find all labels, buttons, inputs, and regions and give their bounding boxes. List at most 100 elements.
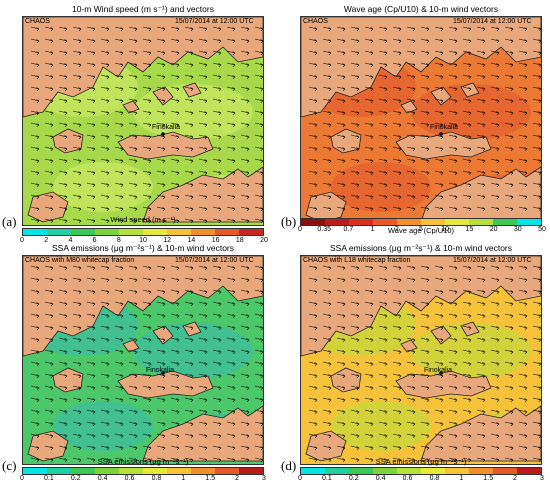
wind-vector [86,110,96,114]
wind-vector-head [468,39,472,44]
wind-vector-head [134,27,138,32]
land-polygon [430,325,452,345]
wind-vector [184,325,194,329]
wind-vector-head [120,290,124,295]
wind-vector [378,457,388,461]
wind-vector [86,313,96,317]
wind-vector-head [120,99,124,104]
wind-vector-head [412,51,416,56]
wind-vector-head [64,207,68,212]
wind-vector-head [120,350,124,355]
wind-vector-head [454,195,458,200]
wind-vector [350,397,360,401]
wind-vector-head [468,338,472,343]
wind-vector [170,158,180,162]
wind-vector [254,26,263,30]
wind-vector-head [524,99,528,104]
wind-vector-head [510,99,514,104]
wind-vector [100,421,110,425]
wind-vector [198,62,208,66]
wind-vector [532,158,541,162]
wind-vector [476,110,486,114]
wind-vector [434,349,444,353]
wind-vector [100,373,110,377]
wind-vector [72,62,82,66]
wind-vector [406,325,416,329]
wind-vector-head [50,422,54,427]
wind-vector-head [190,386,194,391]
wind-vector [420,158,430,162]
wind-vector [322,433,332,437]
wind-vector-head [106,458,110,463]
wind-vector [142,301,152,305]
wind-vector [336,277,346,281]
wind-vector-head [412,446,416,451]
wind-vector [462,265,472,269]
wind-vector-head [176,159,180,164]
colorbar-swatch [397,219,421,225]
wind-vector [114,122,124,126]
wind-vector [504,170,514,174]
wind-vector [240,313,250,317]
wind-vector-head [510,374,514,379]
wind-vector-head [426,374,430,379]
wind-vector [72,361,82,365]
wind-vector-head [370,386,374,391]
wind-vector [322,313,332,317]
wind-vector [448,433,458,437]
wind-vector [350,289,360,293]
wind-vector [322,110,332,114]
wind-vector [44,110,54,114]
wind-vector-head [524,159,528,164]
wind-vector-head [232,314,236,319]
wind-vector [322,361,332,365]
wind-vector [226,337,236,341]
wind-vector-head [412,434,416,439]
wind-vector [462,98,472,102]
wind-vector-head [482,63,486,68]
wind-vector [336,289,346,293]
wind-vector-head [412,326,416,331]
wind-vector [532,421,541,425]
wind-vector-head [190,39,194,44]
wind-vector-head [36,27,40,32]
wind-vector-head [260,63,263,68]
wind-vector-head [232,302,236,307]
wind-vector [420,206,430,210]
wind-vector-head [398,386,402,391]
wind-vector-head [92,386,96,391]
wind-vector [184,38,194,42]
colorbar-tick-label: 8 [116,237,121,244]
wind-vector-head [342,87,346,92]
wind-vector-head [314,51,318,56]
wind-vector-head [162,446,166,451]
wind-vector [44,86,54,90]
wind-vector-head [36,51,40,56]
wind-vector-head [106,135,110,140]
wind-vector-head [190,219,194,224]
wind-vector-head [246,87,250,92]
wind-vector [58,277,68,281]
wind-vector-head [92,326,96,331]
wind-vector [86,206,96,210]
wind-vector [170,445,180,449]
wind-vector-head [496,63,500,68]
wind-vector-head [204,63,208,68]
wind-vector [114,445,124,449]
wind-vector-head [78,266,82,271]
wind-vector-head [120,398,124,403]
wind-vector [72,397,82,401]
wind-vector [462,50,472,54]
wind-vector [378,158,388,162]
wind-vector [44,457,54,461]
wind-vector [378,385,388,389]
wind-vector [392,50,402,54]
wind-vector [212,289,222,293]
wind-vector [254,158,263,162]
wind-vector [350,158,360,162]
wind-vector [100,158,110,162]
wind-vector [308,38,318,42]
wind-vector-head [218,183,222,188]
wind-vector-head [328,386,332,391]
wind-vector [156,62,166,66]
